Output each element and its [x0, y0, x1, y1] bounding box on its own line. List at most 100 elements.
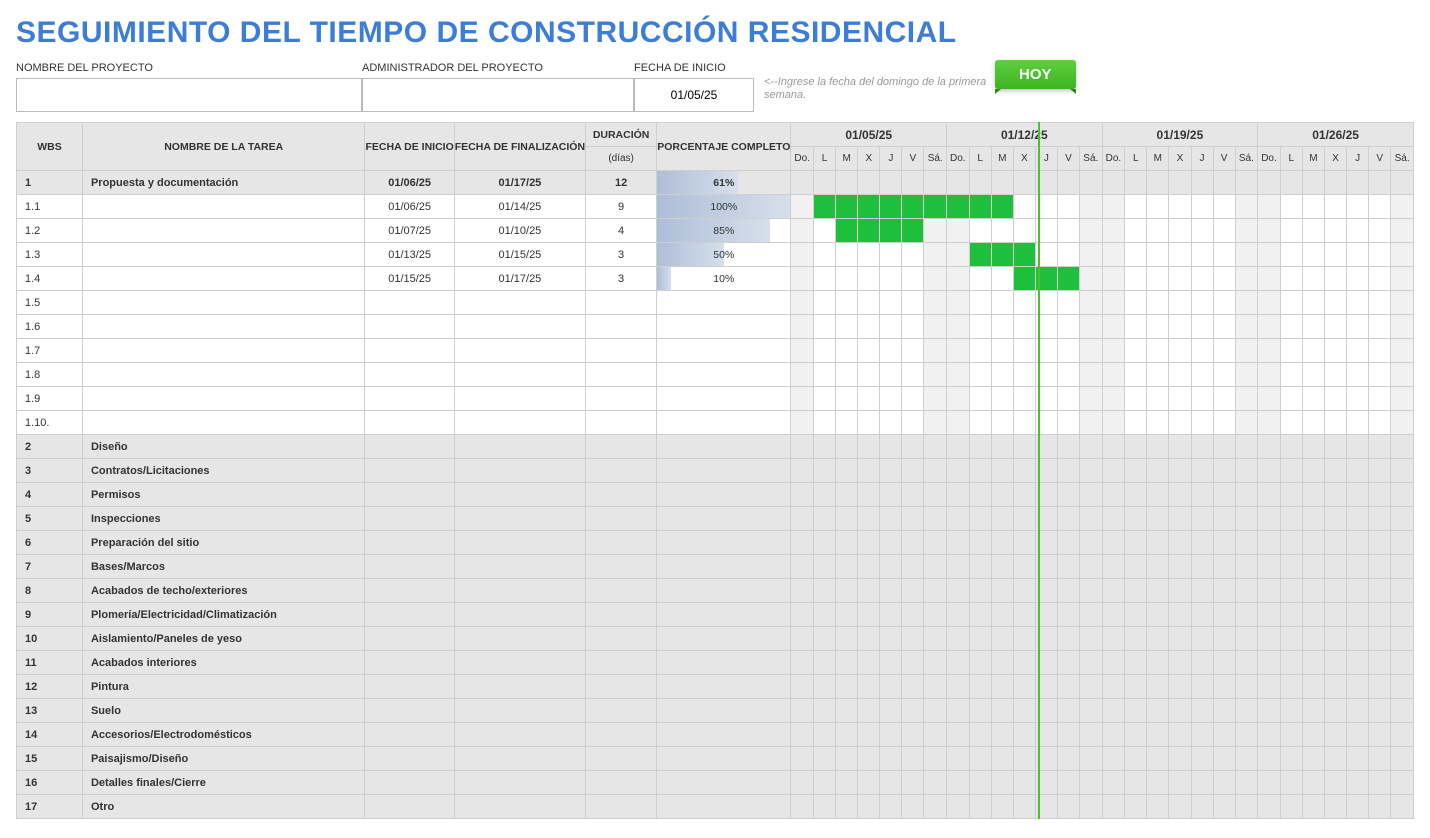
gantt-cell[interactable]	[1369, 675, 1391, 699]
gantt-cell[interactable]	[1369, 507, 1391, 531]
gantt-cell[interactable]	[836, 627, 858, 651]
gantt-cell[interactable]	[1235, 675, 1258, 699]
cell-duration[interactable]	[586, 651, 657, 675]
gantt-cell[interactable]	[1191, 675, 1213, 699]
gantt-cell[interactable]	[924, 363, 947, 387]
gantt-cell[interactable]	[1213, 747, 1235, 771]
gantt-cell[interactable]	[1057, 363, 1079, 387]
gantt-cell[interactable]	[814, 771, 836, 795]
cell-duration[interactable]	[586, 315, 657, 339]
cell-start[interactable]	[365, 699, 454, 723]
gantt-cell[interactable]	[1235, 795, 1258, 819]
gantt-cell[interactable]	[1191, 723, 1213, 747]
gantt-cell[interactable]	[1147, 339, 1169, 363]
gantt-cell[interactable]	[1302, 555, 1324, 579]
gantt-cell[interactable]	[791, 243, 814, 267]
gantt-cell[interactable]	[902, 651, 924, 675]
gantt-cell[interactable]	[1013, 603, 1035, 627]
gantt-cell[interactable]	[902, 555, 924, 579]
gantt-cell[interactable]	[1258, 267, 1281, 291]
gantt-cell[interactable]	[969, 387, 991, 411]
gantt-cell[interactable]	[1080, 795, 1103, 819]
gantt-cell[interactable]	[1280, 579, 1302, 603]
cell-end[interactable]	[454, 699, 585, 723]
gantt-cell[interactable]	[1280, 387, 1302, 411]
gantt-cell[interactable]	[1213, 387, 1235, 411]
cell-end[interactable]	[454, 315, 585, 339]
gantt-cell[interactable]	[902, 675, 924, 699]
cell-task-name[interactable]	[82, 411, 365, 435]
gantt-cell[interactable]	[902, 435, 924, 459]
gantt-cell[interactable]	[924, 699, 947, 723]
gantt-cell[interactable]	[1169, 555, 1191, 579]
gantt-cell[interactable]	[1147, 291, 1169, 315]
task-row[interactable]: 1.101/06/2501/14/259100%	[17, 195, 1414, 219]
gantt-cell[interactable]	[1057, 771, 1079, 795]
gantt-cell[interactable]	[1057, 243, 1079, 267]
cell-percent[interactable]	[657, 651, 791, 675]
cell-percent[interactable]	[657, 627, 791, 651]
gantt-cell[interactable]	[836, 483, 858, 507]
gantt-cell[interactable]	[814, 675, 836, 699]
gantt-cell[interactable]	[791, 507, 814, 531]
gantt-cell[interactable]	[1013, 267, 1035, 291]
gantt-cell[interactable]	[1302, 243, 1324, 267]
cell-start[interactable]	[365, 507, 454, 531]
gantt-cell[interactable]	[1369, 387, 1391, 411]
gantt-cell[interactable]	[991, 195, 1013, 219]
gantt-cell[interactable]	[1057, 555, 1079, 579]
cell-wbs[interactable]: 1.5	[17, 291, 83, 315]
gantt-cell[interactable]	[924, 219, 947, 243]
gantt-cell[interactable]	[1191, 291, 1213, 315]
gantt-cell[interactable]	[836, 603, 858, 627]
gantt-cell[interactable]	[836, 315, 858, 339]
gantt-cell[interactable]	[1235, 243, 1258, 267]
cell-start[interactable]	[365, 747, 454, 771]
gantt-cell[interactable]	[969, 579, 991, 603]
gantt-cell[interactable]	[1302, 771, 1324, 795]
cell-task-name[interactable]	[82, 195, 365, 219]
gantt-cell[interactable]	[1057, 219, 1079, 243]
gantt-cell[interactable]	[814, 555, 836, 579]
gantt-cell[interactable]	[1169, 435, 1191, 459]
gantt-cell[interactable]	[1013, 651, 1035, 675]
cell-task-name[interactable]: Otro	[82, 795, 365, 819]
gantt-cell[interactable]	[1280, 603, 1302, 627]
gantt-cell[interactable]	[1147, 483, 1169, 507]
gantt-cell[interactable]	[1302, 219, 1324, 243]
gantt-cell[interactable]	[1013, 459, 1035, 483]
gantt-cell[interactable]	[1013, 747, 1035, 771]
gantt-cell[interactable]	[1057, 579, 1079, 603]
cell-percent[interactable]	[657, 603, 791, 627]
cell-wbs[interactable]: 1.8	[17, 363, 83, 387]
gantt-cell[interactable]	[1013, 291, 1035, 315]
gantt-cell[interactable]	[791, 339, 814, 363]
section-row[interactable]: 3Contratos/Licitaciones	[17, 459, 1414, 483]
gantt-cell[interactable]	[947, 339, 970, 363]
cell-task-name[interactable]: Propuesta y documentación	[82, 171, 365, 195]
gantt-cell[interactable]	[880, 699, 902, 723]
gantt-cell[interactable]	[947, 627, 970, 651]
cell-task-name[interactable]	[82, 387, 365, 411]
cell-percent[interactable]	[657, 315, 791, 339]
gantt-cell[interactable]	[1080, 339, 1103, 363]
gantt-cell[interactable]	[1125, 195, 1147, 219]
gantt-cell[interactable]	[1325, 651, 1347, 675]
gantt-cell[interactable]	[1347, 699, 1369, 723]
gantt-cell[interactable]	[902, 267, 924, 291]
gantt-cell[interactable]	[1102, 339, 1125, 363]
gantt-cell[interactable]	[902, 795, 924, 819]
gantt-cell[interactable]	[1191, 339, 1213, 363]
gantt-cell[interactable]	[924, 651, 947, 675]
cell-end[interactable]	[454, 363, 585, 387]
gantt-cell[interactable]	[1169, 387, 1191, 411]
gantt-cell[interactable]	[1057, 291, 1079, 315]
gantt-cell[interactable]	[969, 675, 991, 699]
gantt-cell[interactable]	[969, 483, 991, 507]
gantt-cell[interactable]	[1280, 483, 1302, 507]
gantt-cell[interactable]	[991, 579, 1013, 603]
gantt-cell[interactable]	[1057, 411, 1079, 435]
gantt-cell[interactable]	[1391, 771, 1414, 795]
gantt-cell[interactable]	[814, 387, 836, 411]
gantt-cell[interactable]	[1147, 387, 1169, 411]
